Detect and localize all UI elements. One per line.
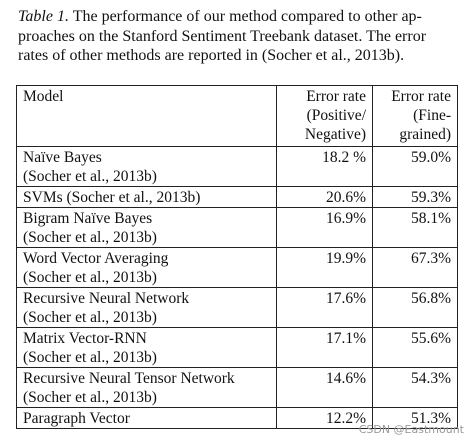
method-name: Naïve Bayes (Socher et al., 2013b) xyxy=(16,146,277,187)
table-row: Bigram Naïve Bayes (Socher et al., 2013b)… xyxy=(16,207,458,248)
method-name: SVMs (Socher et al., 2013b) xyxy=(16,186,277,208)
binary-error-cell: 20.6% xyxy=(276,186,373,208)
watermark: CSDN @Eastmount xyxy=(358,423,464,436)
results-table: Model Error rate (Positive/ Negative) Er… xyxy=(16,85,458,429)
method-name: Matrix Vector-RNN (Socher et al., 2013b) xyxy=(16,327,277,368)
finegrained-error-cell: 67.3% xyxy=(372,247,458,288)
method-name: Recursive Neural Network (Socher et al., … xyxy=(16,287,277,328)
binary-error-cell: 17.1% xyxy=(276,327,373,368)
caption-label: Table 1. xyxy=(18,8,69,25)
header-finegrained-error: Error rate (Fine- grained) xyxy=(372,85,458,147)
table-body: Naïve Bayes (Socher et al., 2013b) 18.2 % 5… xyxy=(16,146,458,429)
method-name: Word Vector Averaging (Socher et al., 201… xyxy=(16,247,277,288)
header-row: Model Error rate (Positive/ Negative) Er… xyxy=(16,85,458,147)
binary-error-cell: 16.9% xyxy=(276,207,373,248)
method-name: Bigram Naïve Bayes (Socher et al., 2013b) xyxy=(16,207,277,248)
table-row: Naïve Bayes (Socher et al., 2013b) 18.2 % 5… xyxy=(16,146,458,187)
finegrained-error-cell: 55.6% xyxy=(372,327,458,368)
finegrained-error-cell: 58.1% xyxy=(372,207,458,248)
method-name: Recursive Neural Tensor Network (Socher e… xyxy=(16,367,277,408)
table-caption: Table 1. The performance of our method c… xyxy=(18,7,462,66)
caption-line: The performance of our method compared t… xyxy=(68,8,422,25)
table-row: Recursive Neural Network (Socher et al., … xyxy=(16,287,458,328)
binary-error-cell: 17.6% xyxy=(276,287,373,328)
caption-line: proaches on the Stanford Sentiment Treeb… xyxy=(18,27,427,45)
table-row: Word Vector Averaging (Socher et al., 201… xyxy=(16,247,458,288)
table-row: Recursive Neural Tensor Network (Socher e… xyxy=(16,367,458,408)
caption-line: rates of other methods are reported in (… xyxy=(18,47,405,64)
method-name: Paragraph Vector xyxy=(16,407,277,429)
finegrained-error-cell: 54.3% xyxy=(372,367,458,408)
finegrained-error-cell: 59.0% xyxy=(372,146,458,187)
table-row: Paragraph Vector 12.2% 51.3% xyxy=(16,407,458,429)
finegrained-error-cell: 59.3% xyxy=(372,186,458,208)
finegrained-error-cell: 56.8% xyxy=(372,287,458,328)
binary-error-cell: 14.6% xyxy=(276,367,373,408)
header-model: Model xyxy=(16,85,277,147)
binary-error-cell: 19.9% xyxy=(276,247,373,288)
finegrained-error-cell: 51.3% xyxy=(372,407,458,429)
table-row: SVMs (Socher et al., 2013b) 20.6% 59.3% xyxy=(16,186,458,208)
table-row: Matrix Vector-RNN (Socher et al., 2013b) 1… xyxy=(16,327,458,368)
header-binary-error: Error rate (Positive/ Negative) xyxy=(276,85,373,147)
binary-error-cell: 18.2 % xyxy=(276,146,373,187)
